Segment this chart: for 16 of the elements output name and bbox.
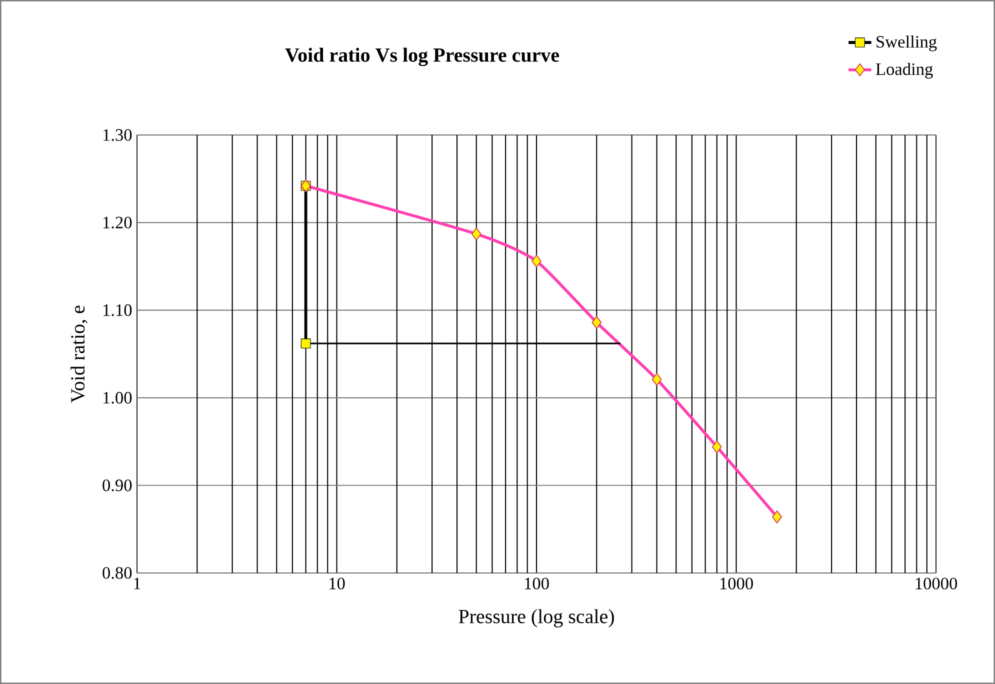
y-tick-label: 1.20: [103, 216, 132, 228]
x-axis-title: Pressure (log scale): [458, 609, 614, 628]
y-axis-title: Void ratio, e: [70, 306, 88, 403]
y-tick-label: 0.80: [102, 567, 132, 579]
y-tick-label: 1.10: [103, 304, 132, 316]
y-tick-label: 0.90: [102, 480, 132, 492]
legend-label: Loading: [876, 62, 933, 79]
y-tick-label: 1.30: [103, 129, 132, 141]
x-tick-label: 10: [330, 578, 345, 590]
legend-label: Swelling: [876, 35, 937, 52]
x-tick-label: 1000: [720, 578, 753, 590]
x-tick-label: 1: [134, 578, 140, 590]
chart-title: Void ratio Vs log Pressure curve: [285, 48, 560, 66]
y-tick-label: 1.00: [103, 392, 132, 404]
x-tick-label: 100: [525, 578, 549, 590]
x-tick-label: 10000: [916, 578, 958, 590]
